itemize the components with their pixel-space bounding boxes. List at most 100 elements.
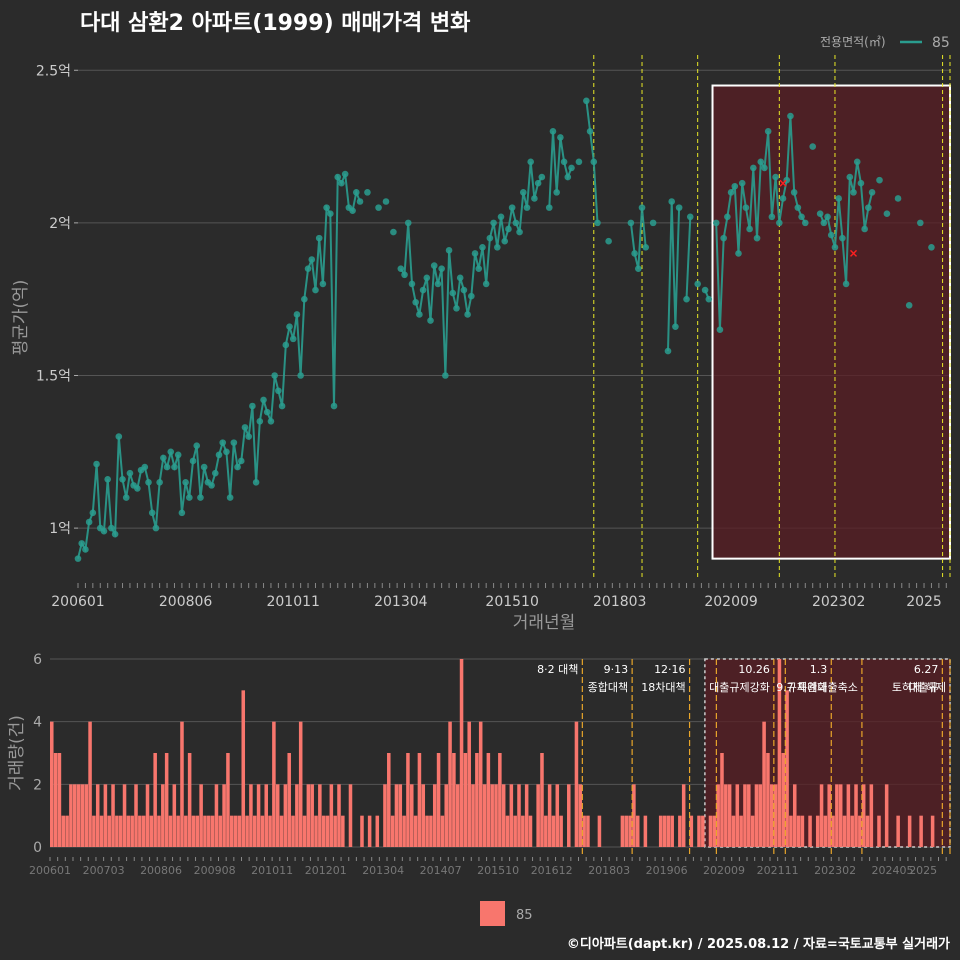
volume-bar	[624, 815, 628, 847]
volume-bar	[540, 753, 544, 847]
data-point	[230, 439, 238, 446]
volume-bar	[417, 753, 422, 847]
volume-bar	[785, 690, 789, 847]
volume-bar	[505, 815, 510, 847]
volume-bar	[268, 815, 272, 847]
volume-bar	[195, 815, 200, 847]
volume-bar	[99, 815, 104, 847]
data-point	[794, 204, 802, 211]
volume-bar	[348, 784, 353, 847]
data-point	[456, 274, 464, 282]
top-x-tick-label: 202009	[704, 594, 757, 610]
volume-bar	[743, 784, 747, 847]
volume-bar	[184, 815, 188, 847]
volume-bar	[586, 815, 590, 847]
data-point	[905, 301, 913, 309]
data-point	[557, 134, 564, 141]
volume-bar	[471, 784, 475, 847]
data-point	[479, 243, 486, 251]
volume-bar	[76, 784, 81, 847]
data-point	[798, 213, 805, 221]
data-point	[356, 198, 364, 205]
legend-title: 전용면적(㎡)	[820, 35, 886, 49]
data-point	[122, 494, 130, 501]
volume-bar	[252, 815, 257, 847]
data-point	[776, 219, 783, 227]
volume-bar	[670, 815, 674, 847]
volume-bar	[50, 721, 54, 847]
data-point	[705, 295, 713, 303]
volume-bar	[754, 784, 759, 847]
data-point	[397, 265, 405, 272]
volume-bar	[635, 815, 640, 847]
volume-bar	[777, 659, 782, 847]
volume-bar	[574, 721, 579, 847]
volume-bar	[256, 784, 261, 847]
data-point	[560, 158, 568, 166]
data-point	[260, 396, 267, 404]
top-x-tick-label: 201510	[485, 594, 538, 610]
volume-bar	[153, 753, 157, 847]
data-point	[917, 219, 924, 227]
volume-bar	[796, 815, 801, 847]
volume-bar	[536, 784, 540, 847]
volume-bar	[80, 784, 85, 847]
data-point	[712, 219, 720, 227]
data-point	[716, 326, 724, 334]
data-point	[237, 457, 245, 465]
data-point	[835, 195, 842, 202]
policy-label-subtitle: 토허제 해제	[892, 680, 946, 694]
data-point	[275, 387, 282, 395]
top-highlight-region	[711, 84, 952, 560]
policy-label-subtitle: 규제완화	[787, 681, 827, 694]
data-point	[134, 485, 141, 492]
data-point	[475, 265, 483, 272]
volume-bar	[494, 784, 498, 847]
data-point	[853, 158, 861, 166]
volume-bar	[432, 784, 437, 847]
data-point	[642, 243, 650, 251]
volume-bar	[681, 784, 686, 847]
data-point	[820, 219, 828, 227]
volume-bar	[298, 721, 303, 847]
data-point	[223, 448, 230, 456]
data-point	[263, 408, 271, 416]
data-point	[638, 204, 646, 211]
data-point	[824, 213, 831, 221]
data-point	[809, 143, 817, 150]
bottom-y-tick-label: 6	[33, 652, 42, 668]
data-point	[282, 341, 290, 349]
volume-bar	[544, 815, 548, 847]
volume-bar	[582, 815, 586, 847]
top-y-tick-label: 1억	[49, 521, 71, 537]
data-point	[586, 128, 594, 135]
volume-bar	[701, 815, 705, 847]
data-point	[115, 433, 123, 440]
volume-bar	[53, 753, 58, 847]
price-chart: 1억 1.5억 2억 2.5억 200601 200806 201011 201304 2015…	[11, 55, 952, 633]
data-point	[594, 219, 601, 227]
volume-bar	[440, 815, 445, 847]
data-point	[735, 250, 742, 257]
data-point	[419, 286, 427, 294]
data-point	[141, 463, 149, 471]
policy-label-title: 6.27	[914, 663, 939, 676]
volume-bar	[835, 784, 839, 847]
data-point	[382, 198, 390, 205]
bottom-x-tick-label: 201304	[362, 864, 404, 877]
volume-bar	[907, 815, 912, 847]
volume-bar	[555, 784, 560, 847]
data-point	[549, 128, 557, 135]
data-point	[256, 417, 264, 425]
data-point	[790, 189, 798, 196]
data-point	[842, 280, 850, 288]
top-x-tick-label: 201304	[374, 594, 428, 610]
data-point	[182, 479, 189, 486]
volume-bar	[513, 815, 517, 847]
data-point	[564, 173, 572, 181]
volume-bar	[218, 815, 223, 847]
volume-bar	[869, 784, 874, 847]
volume-bar	[823, 815, 828, 847]
bottom-x-tick-label: 201612	[531, 864, 573, 877]
data-point	[416, 311, 423, 318]
